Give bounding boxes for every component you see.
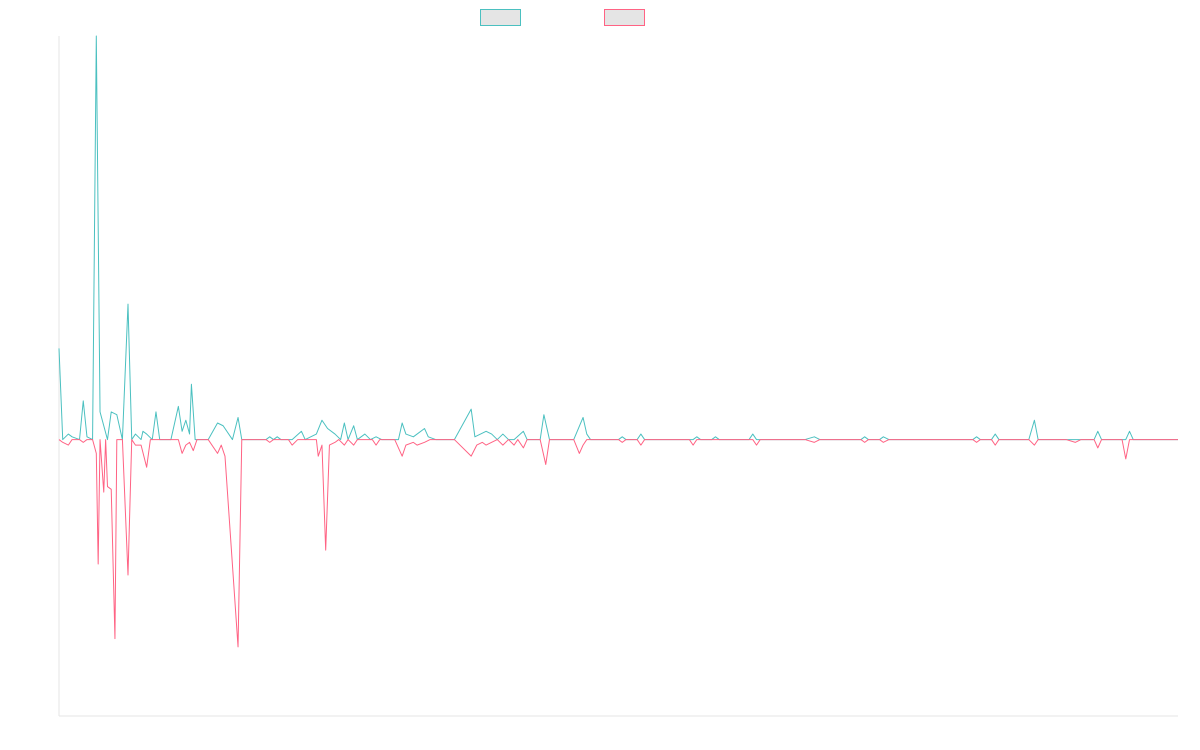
series-line-2 [58,439,1178,648]
legend-swatch-2[interactable] [604,9,645,26]
legend [480,9,645,26]
series-line-1 [58,35,1178,441]
axes [58,36,1178,717]
series-layer [58,35,1178,648]
legend-swatch-1[interactable] [480,9,521,26]
